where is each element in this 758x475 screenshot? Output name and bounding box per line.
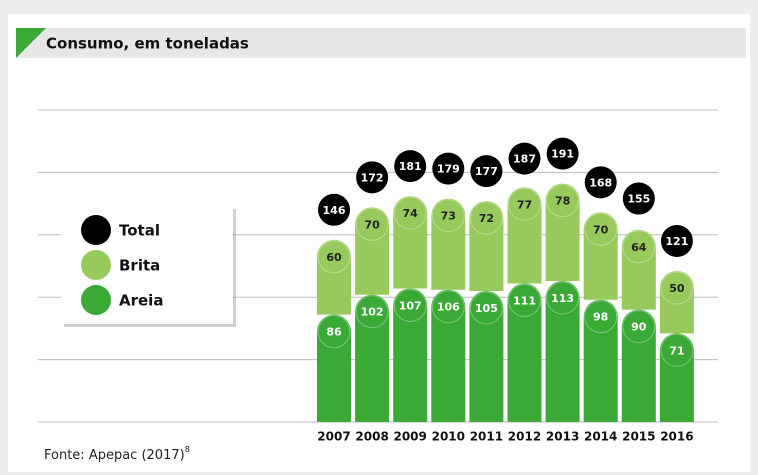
total-label: 179 xyxy=(437,163,460,176)
bar-segment xyxy=(355,294,390,422)
total-label: 177 xyxy=(475,165,498,178)
value-label: 60 xyxy=(326,251,342,264)
value-badge xyxy=(431,199,465,233)
x-tick-label: 2008 xyxy=(355,430,388,444)
total-badge xyxy=(546,137,579,170)
value-label: 113 xyxy=(551,292,574,305)
legend-label: Total xyxy=(119,222,160,240)
value-badge xyxy=(660,271,694,305)
value-badge xyxy=(469,201,503,235)
title-bar xyxy=(16,28,746,58)
bar-segment xyxy=(431,289,466,422)
value-badge xyxy=(355,295,389,329)
bar-segment xyxy=(469,290,504,422)
legend-label: Areia xyxy=(119,292,163,310)
total-badge xyxy=(508,142,541,175)
total-label: 191 xyxy=(551,148,574,161)
legend-swatch xyxy=(81,285,111,315)
value-label: 77 xyxy=(517,198,532,211)
value-label: 78 xyxy=(555,195,570,208)
source-text: Fonte: Apepac (2017) xyxy=(44,448,185,463)
value-label: 50 xyxy=(669,282,685,295)
value-badge xyxy=(355,207,389,241)
bar-segment xyxy=(545,280,580,422)
x-tick-label: 2007 xyxy=(317,430,350,444)
bar-segment xyxy=(583,299,618,422)
value-badge xyxy=(622,230,656,264)
value-badge xyxy=(546,281,580,315)
total-label: 187 xyxy=(513,153,536,166)
value-label: 86 xyxy=(326,326,342,339)
total-label: 121 xyxy=(665,235,688,248)
value-label: 105 xyxy=(475,302,498,315)
value-label: 71 xyxy=(669,344,684,357)
value-badge xyxy=(317,315,351,349)
title-triangle xyxy=(16,28,46,58)
legend-items: Total Brita Areia xyxy=(81,215,163,315)
x-tick-label: 2016 xyxy=(660,430,693,444)
value-badge xyxy=(317,240,351,274)
total-label: 146 xyxy=(323,204,346,217)
value-badge xyxy=(393,288,427,322)
total-badge xyxy=(394,150,427,183)
source: Fonte: Apepac (2017)8 xyxy=(44,445,190,463)
value-label: 74 xyxy=(403,207,419,220)
value-badge xyxy=(508,187,541,221)
x-tick-label: 2015 xyxy=(622,430,655,444)
value-badge xyxy=(393,196,427,230)
chart-title: Consumo, em toneladas xyxy=(46,35,249,53)
value-label: 106 xyxy=(437,301,460,314)
value-label: 107 xyxy=(399,299,422,312)
x-tick-label: 2010 xyxy=(432,430,465,444)
value-badge xyxy=(660,333,694,367)
value-badge xyxy=(546,184,580,218)
value-badge xyxy=(508,283,541,317)
value-label: 72 xyxy=(479,212,494,225)
bars: 2007 86 60 146 2008 102 70 172 2009 107 74 181 2010 1… xyxy=(317,137,694,444)
value-badge xyxy=(469,291,503,325)
value-label: 73 xyxy=(441,210,456,223)
x-tick-label: 2012 xyxy=(508,430,541,444)
total-badge xyxy=(622,182,655,215)
value-badge xyxy=(584,300,618,334)
x-tick-label: 2014 xyxy=(584,430,617,444)
x-tick-label: 2011 xyxy=(470,430,503,444)
legend-swatch xyxy=(81,250,111,280)
value-label: 111 xyxy=(513,294,536,307)
value-label: 70 xyxy=(593,223,609,236)
bar-segment xyxy=(393,288,428,422)
source-note: 8 xyxy=(185,445,190,454)
value-badge xyxy=(622,310,656,344)
legend-swatch xyxy=(81,215,111,245)
value-label: 70 xyxy=(364,218,380,231)
value-label: 64 xyxy=(631,241,647,254)
legend-label: Brita xyxy=(119,257,160,275)
value-label: 90 xyxy=(631,321,647,334)
total-badge xyxy=(584,166,617,199)
value-label: 102 xyxy=(361,306,384,319)
x-tick-label: 2009 xyxy=(393,430,426,444)
bar-segment xyxy=(507,283,542,422)
x-tick-label: 2013 xyxy=(546,430,579,444)
value-badge xyxy=(431,290,465,324)
total-badge xyxy=(318,193,350,226)
total-label: 168 xyxy=(589,176,612,189)
total-label: 155 xyxy=(627,193,650,206)
total-label: 172 xyxy=(361,171,384,184)
value-badge xyxy=(584,212,618,246)
total-label: 181 xyxy=(399,160,422,173)
total-badge xyxy=(470,155,503,188)
total-badge xyxy=(432,152,465,185)
total-badge xyxy=(660,224,693,257)
total-badge xyxy=(356,161,389,194)
value-label: 98 xyxy=(593,311,608,324)
